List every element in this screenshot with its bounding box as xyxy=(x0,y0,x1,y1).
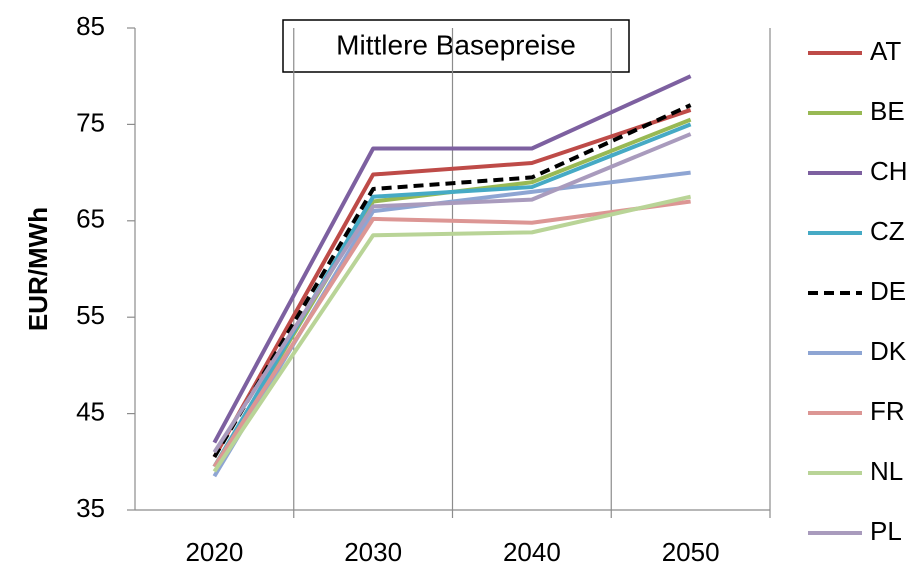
title-box xyxy=(282,19,630,73)
legend-label: PL xyxy=(870,516,902,546)
x-tick-label: 2040 xyxy=(503,537,561,567)
legend-label: AT xyxy=(870,36,901,66)
x-tick-label: 2030 xyxy=(344,537,402,567)
legend-label: FR xyxy=(870,396,905,426)
legend-label: BE xyxy=(870,96,905,126)
y-axis-label: EUR/MWh xyxy=(23,207,53,331)
legend-label: CZ xyxy=(870,216,905,246)
series-line xyxy=(212,194,692,473)
legend-label: DK xyxy=(870,336,907,366)
legend-label: NL xyxy=(870,456,903,486)
legend-label: DE xyxy=(870,276,906,306)
legend-label: CH xyxy=(870,156,908,186)
y-tick-label: 85 xyxy=(76,11,105,41)
series-line xyxy=(212,199,691,468)
y-tick-label: 65 xyxy=(76,204,105,234)
y-tick-label: 35 xyxy=(76,493,105,523)
series-line xyxy=(212,74,692,444)
series-line xyxy=(212,108,692,458)
series-line xyxy=(212,132,692,454)
chart-title: Mittlere Basepreise xyxy=(336,29,576,60)
x-tick-label: 2050 xyxy=(662,537,720,567)
y-tick-label: 75 xyxy=(76,107,105,137)
x-tick-label: 2020 xyxy=(185,537,243,567)
y-tick-label: 45 xyxy=(76,396,105,426)
series-line xyxy=(212,103,692,458)
y-tick-label: 55 xyxy=(76,300,105,330)
